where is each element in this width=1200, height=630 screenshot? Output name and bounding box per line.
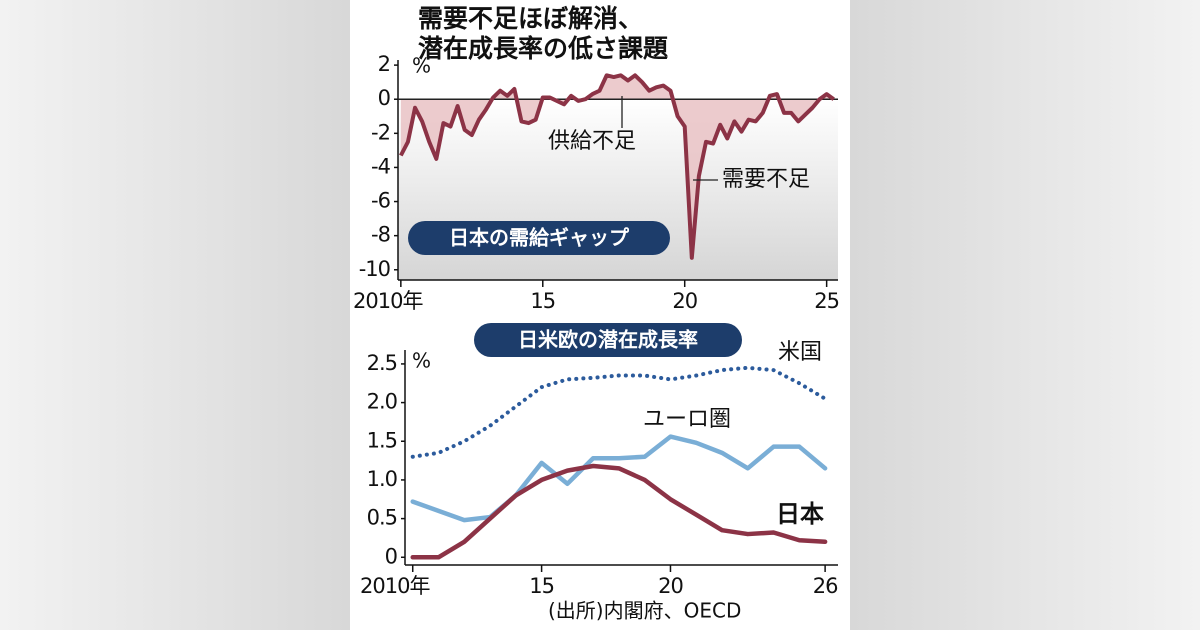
x-tick-label: 2010年 — [353, 289, 423, 313]
x-tick-label: 15 — [529, 574, 554, 598]
annotation: 需要不足 — [722, 167, 810, 192]
series-line — [410, 434, 828, 523]
side-bg — [850, 0, 1200, 630]
chart-label: 日本の需給ギャップ — [449, 226, 630, 250]
series-line — [410, 463, 828, 560]
annotation: 供給不足 — [548, 129, 636, 154]
series-label: 日本 — [776, 500, 824, 528]
x-tick-label: 15 — [530, 289, 555, 313]
source: (出所)内閣府、OECD — [548, 599, 741, 623]
series-label: ユーロ圏 — [643, 407, 731, 432]
charts: 20-2-4-6-8-10%2010年 15 20 25供給不足需要不足日本の需給ギャ… — [353, 52, 840, 598]
y-tick-label: -2 — [371, 120, 390, 144]
y-tick-label: 0 — [378, 86, 390, 110]
y-unit: % — [412, 349, 431, 373]
y-tick-label: 1.5 — [367, 428, 397, 452]
x-tick-label: 2010年 — [360, 574, 430, 598]
x-tick-label: 26 — [813, 574, 838, 598]
series-line — [410, 365, 828, 459]
y-tick-label: -4 — [371, 154, 391, 178]
x-tick-label: 20 — [672, 289, 697, 313]
label-box — [408, 221, 670, 255]
y-tick-label: -6 — [371, 189, 391, 213]
gap-area — [400, 75, 834, 258]
title: 潜在成長率の低さ課題 — [418, 34, 669, 63]
y-tick-label: -8 — [371, 223, 390, 247]
label-box — [474, 323, 742, 357]
y-tick-label: 1.0 — [367, 467, 397, 491]
gap-line — [399, 73, 835, 260]
y-tick-label: 2.5 — [367, 351, 397, 375]
y-unit: % — [412, 54, 431, 78]
title: 需要不足ほぼ解消、 — [418, 4, 643, 33]
y-tick-label: 0.5 — [367, 506, 397, 530]
side-bg — [0, 0, 350, 630]
y-tick-label: 0 — [385, 544, 397, 568]
y-tick-label: 2 — [378, 52, 390, 76]
chart-label: 日米欧の潜在成長率 — [518, 328, 698, 352]
y-tick-label: 2.0 — [367, 390, 397, 414]
series-label: 米国 — [778, 340, 822, 365]
x-tick-label: 20 — [658, 574, 683, 598]
y-tick-label: -10 — [359, 257, 390, 281]
x-tick-label: 25 — [814, 289, 839, 313]
